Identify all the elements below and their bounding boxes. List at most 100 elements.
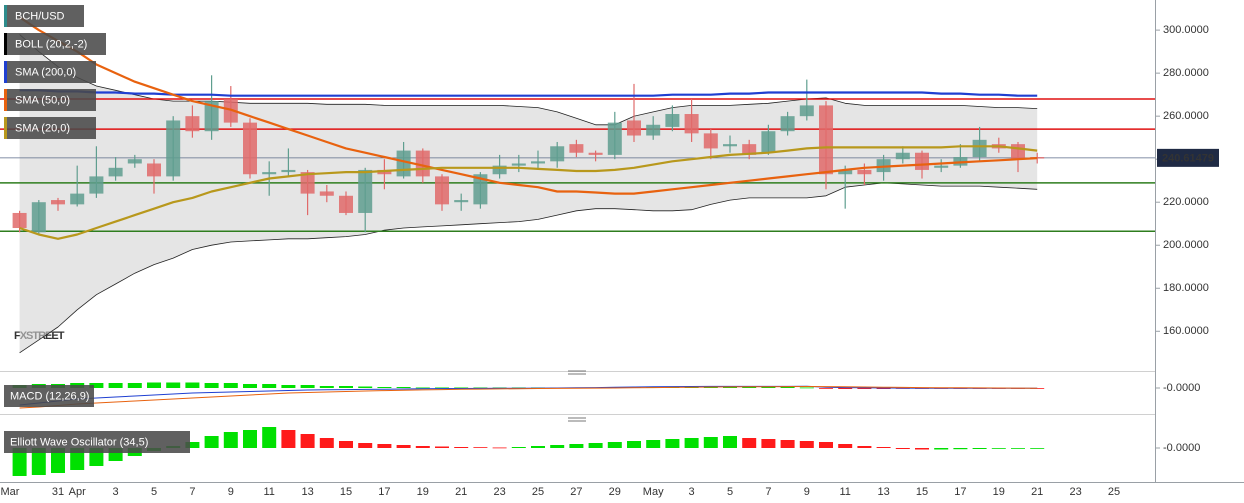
legend-swatch (4, 33, 7, 55)
x-tick-label: 21 (1031, 486, 1043, 498)
candle-body (915, 152, 929, 170)
sma-line (18, 16, 1038, 195)
y-tick-label: -0.0000 (1163, 382, 1200, 394)
histogram-bar (147, 382, 161, 388)
histogram-bar (473, 447, 488, 448)
histogram-bar (454, 447, 469, 448)
x-tick-label: 13 (301, 486, 313, 498)
x-tick-label: 17 (378, 486, 390, 498)
histogram-bar (166, 382, 181, 388)
candle-body (627, 120, 641, 136)
candle-body (819, 105, 833, 175)
histogram-bar (972, 448, 987, 449)
histogram-bar (857, 388, 872, 389)
x-tick-label: 15 (340, 486, 352, 498)
histogram-bar (300, 434, 315, 448)
y-tick-label: 220.0000 (1163, 196, 1209, 208)
sma-line (19, 89, 1038, 97)
candle-body (684, 114, 699, 134)
candle-body (12, 212, 27, 229)
y-tick-label: 200.0000 (1163, 239, 1209, 251)
legend-label: SMA (50,0) (15, 94, 70, 106)
macd-panel (12, 382, 1045, 409)
candle-body (857, 169, 872, 175)
ewo-panel (12, 427, 1045, 476)
histogram-bar (319, 438, 334, 448)
x-tick-label: 11 (839, 486, 850, 498)
histogram-bar (876, 447, 891, 448)
histogram-bar (243, 430, 257, 448)
x-tick-label: 13 (877, 486, 889, 498)
price-tag-label: 240.61479 (1162, 152, 1214, 164)
x-tick-label: 19 (993, 486, 1005, 498)
histogram-bar (127, 383, 142, 388)
x-tick-label: Apr (69, 486, 86, 498)
legend-swatch (4, 5, 7, 27)
price-tag (1157, 148, 1219, 167)
candle-body (607, 122, 622, 155)
candle-body (185, 116, 200, 132)
legend-box (4, 117, 96, 139)
candle-body (51, 200, 65, 205)
histogram-bar (243, 384, 257, 388)
legend-box (4, 89, 96, 111)
histogram-bar (185, 442, 200, 448)
legend-box (4, 33, 106, 55)
legend-swatch (4, 89, 7, 111)
histogram-bar (857, 446, 872, 448)
histogram-bar (223, 383, 238, 388)
legend-box (4, 5, 84, 27)
histogram-bar (31, 448, 46, 475)
candle-body (569, 144, 584, 153)
candle-body (108, 167, 123, 177)
legend-box (4, 431, 190, 453)
x-tick-label: 5 (151, 486, 157, 498)
drag-handle[interactable] (568, 370, 586, 422)
histogram-bar (703, 437, 718, 448)
y-tick-label: -0.0000 (1163, 442, 1200, 454)
histogram-bar (358, 386, 373, 388)
legend-label: SMA (20,0) (15, 122, 70, 134)
histogram-bar (377, 387, 392, 388)
candle-body (473, 174, 488, 205)
candle-body (243, 122, 257, 175)
histogram-bar (454, 387, 469, 389)
histogram-bar (550, 445, 565, 448)
histogram-bar (204, 383, 219, 388)
candle-body (300, 172, 315, 194)
candle-body (531, 161, 545, 164)
histogram-bar (89, 383, 104, 388)
legend-label: SMA (200,0) (15, 66, 76, 78)
bollinger-lower (19, 182, 1038, 354)
x-tick-label: 23 (1069, 486, 1081, 498)
x-tick-label: 29 (609, 486, 621, 498)
histogram-bar (185, 382, 200, 388)
histogram-bar (742, 438, 757, 448)
histogram-bar (415, 446, 430, 448)
candle-body (281, 169, 296, 173)
histogram-bar (915, 448, 929, 450)
sma-line (19, 145, 1038, 240)
candle-body (31, 202, 46, 233)
x-tick-label: 11 (263, 486, 274, 498)
x-tick-label: 23 (493, 486, 505, 498)
candle-body (454, 200, 469, 203)
candle-body (70, 193, 85, 205)
histogram-bar (684, 438, 699, 448)
candle-body (127, 159, 142, 164)
histogram-bar (531, 446, 545, 448)
bollinger-band (19, 34, 1038, 353)
histogram-bar (723, 387, 737, 388)
panel-title: MACD (12,26,9) (10, 390, 89, 402)
legend-label: BCH/USD (15, 10, 65, 22)
candle-body (780, 116, 795, 132)
candle-body (511, 163, 526, 166)
y-tick-label: 280.0000 (1163, 67, 1209, 79)
histogram-bar (588, 443, 603, 448)
histogram-bar (838, 388, 853, 389)
x-tick-label: Mar (1, 486, 20, 498)
histogram-bar (358, 443, 373, 448)
candle-body (435, 176, 449, 205)
